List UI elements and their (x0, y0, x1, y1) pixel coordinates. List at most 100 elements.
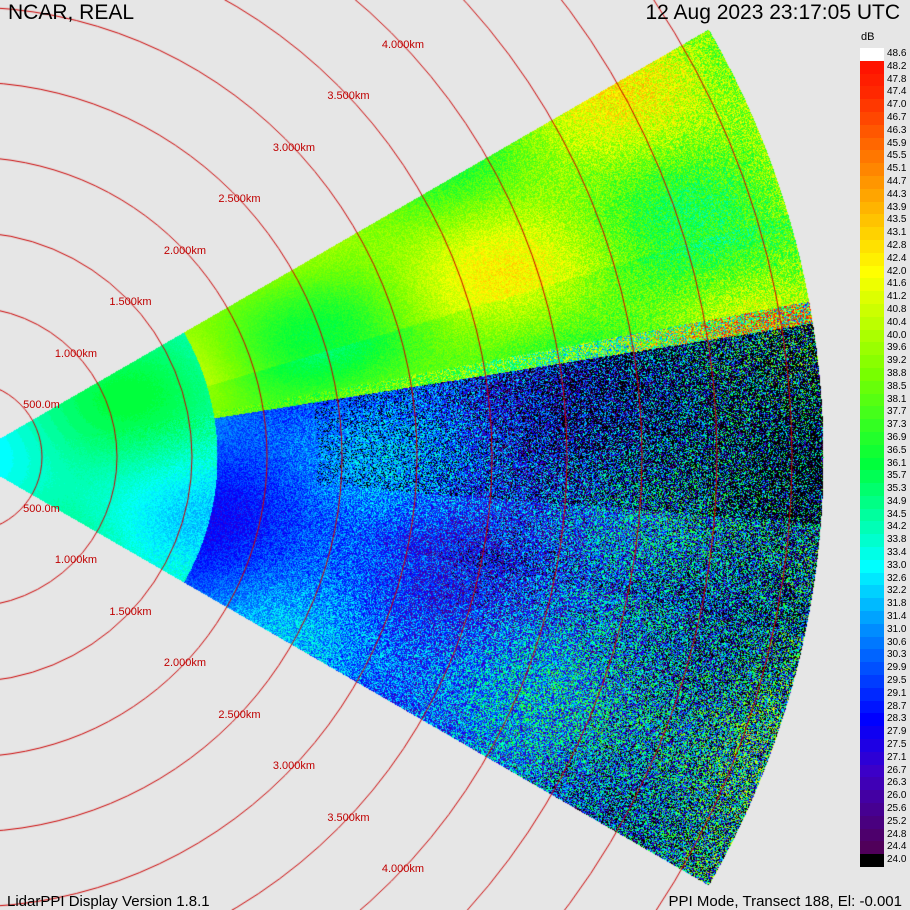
colorbar-entry: 24.0 (860, 854, 910, 867)
range-ring-label: 2.000km (163, 657, 207, 670)
colorbar-swatch (860, 828, 884, 842)
colorbar-label: 27.1 (887, 751, 907, 763)
colorbar-swatch (860, 662, 884, 676)
colorbar-label: 42.8 (887, 239, 907, 251)
range-ring-label: 1.000km (54, 554, 98, 567)
colorbar-swatch (860, 700, 884, 714)
colorbar-label: 45.1 (887, 163, 907, 175)
colorbar-swatch (860, 777, 884, 791)
colorbar-label: 31.4 (887, 611, 907, 623)
colorbar-entry: 27.9 (860, 726, 910, 740)
colorbar-entry: 38.1 (860, 393, 910, 407)
colorbar-swatch (860, 431, 884, 445)
colorbar-entry: 47.4 (860, 86, 910, 100)
colorbar-label: 48.2 (887, 60, 907, 72)
colorbar-swatch (860, 470, 884, 484)
range-ring-label: 4.000km (381, 863, 425, 876)
colorbar-entry: 26.3 (860, 777, 910, 791)
colorbar-swatch (860, 316, 884, 330)
colorbar-entry: 30.6 (860, 636, 910, 650)
colorbar-label: 37.3 (887, 419, 907, 431)
colorbar-label: 33.4 (887, 547, 907, 559)
colorbar-label: 43.1 (887, 227, 907, 239)
colorbar-entry: 40.8 (860, 303, 910, 317)
colorbar-entry: 31.4 (860, 611, 910, 624)
colorbar-entry: 45.1 (860, 163, 910, 176)
range-ring-label: 2.500km (218, 193, 261, 206)
colorbar-entry: 39.6 (860, 342, 910, 356)
colorbar-entry: 29.9 (860, 662, 910, 676)
colorbar-label: 28.7 (887, 700, 907, 712)
colorbar-label: 39.6 (887, 342, 907, 354)
colorbar-swatch (860, 687, 884, 701)
colorbar-label: 30.3 (887, 649, 907, 661)
colorbar-label: 35.3 (887, 483, 907, 495)
site-title: NCAR, REAL (8, 1, 135, 24)
colorbar-label: 32.6 (887, 572, 907, 584)
colorbar-label: 40.4 (887, 316, 907, 328)
colorbar-swatch (860, 99, 884, 112)
colorbar-entry: 36.1 (860, 457, 910, 471)
colorbar-swatch (860, 419, 884, 432)
colorbar-entry: 36.5 (860, 444, 910, 458)
colorbar-swatch (860, 534, 884, 548)
colorbar-swatch (860, 60, 884, 74)
colorbar-entry: 34.2 (860, 521, 910, 535)
range-ring-label: 1.500km (109, 605, 152, 618)
colorbar-label: 36.9 (887, 431, 907, 443)
colorbar-entry: 26.0 (860, 790, 910, 804)
colorbar-entry: 44.3 (860, 188, 910, 202)
colorbar-swatch (860, 790, 884, 804)
range-ring-label: 3.500km (327, 811, 370, 824)
colorbar-swatch (860, 521, 884, 535)
colorbar-swatch (860, 48, 884, 61)
colorbar-swatch (860, 483, 884, 496)
colorbar-entry: 47.0 (860, 99, 910, 112)
colorbar-label: 45.5 (887, 150, 907, 162)
colorbar-swatch (860, 675, 884, 688)
colorbar-swatch (860, 739, 884, 752)
colorbar-swatch (860, 111, 884, 125)
colorbar-swatch (860, 355, 884, 368)
colorbar-label: 45.9 (887, 137, 907, 149)
colorbar-label: 30.6 (887, 636, 907, 648)
colorbar-label: 47.0 (887, 99, 907, 111)
colorbar-swatch (860, 303, 884, 317)
colorbar-entry: 32.2 (860, 585, 910, 599)
colorbar-entry: 40.4 (860, 316, 910, 330)
colorbar-swatch (860, 854, 884, 867)
colorbar-label: 32.2 (887, 585, 907, 597)
colorbar-swatch (860, 380, 884, 394)
colorbar-entry: 45.5 (860, 150, 910, 164)
colorbar-entry: 48.2 (860, 60, 910, 74)
colorbar-swatch (860, 201, 884, 215)
colorbar-entry: 30.3 (860, 649, 910, 663)
colorbar-label: 40.8 (887, 303, 907, 315)
colorbar-entry: 37.7 (860, 406, 910, 420)
colorbar-entry: 24.8 (860, 828, 910, 842)
colorbar-label: 33.0 (887, 559, 907, 571)
colorbar-label: 33.8 (887, 534, 907, 546)
colorbar-entry: 28.3 (860, 713, 910, 727)
colorbar-entry: 43.1 (860, 227, 910, 240)
scan-mode-status: PPI Mode, Transect 188, El: -0.001 (668, 893, 902, 910)
colorbar-swatch (860, 227, 884, 240)
colorbar-swatch (860, 73, 884, 87)
colorbar-entry: 34.9 (860, 495, 910, 509)
colorbar-label: 42.0 (887, 265, 907, 277)
colorbar-entry: 45.9 (860, 137, 910, 151)
colorbar-entry: 46.3 (860, 124, 910, 138)
colorbar-entry: 31.0 (860, 623, 910, 637)
colorbar-swatch (860, 278, 884, 292)
colorbar-label: 29.1 (887, 687, 907, 699)
colorbar-entry: 29.5 (860, 675, 910, 688)
colorbar-swatch (860, 611, 884, 624)
colorbar-entry: 43.5 (860, 214, 910, 228)
colorbar-label: 44.3 (887, 188, 907, 200)
colorbar-swatch (860, 393, 884, 407)
colorbar-swatch (860, 329, 884, 343)
colorbar-entry: 31.8 (860, 598, 910, 612)
colorbar-entry: 42.4 (860, 252, 910, 266)
colorbar-entry: 35.7 (860, 470, 910, 484)
range-ring-label: 1.500km (109, 296, 152, 309)
